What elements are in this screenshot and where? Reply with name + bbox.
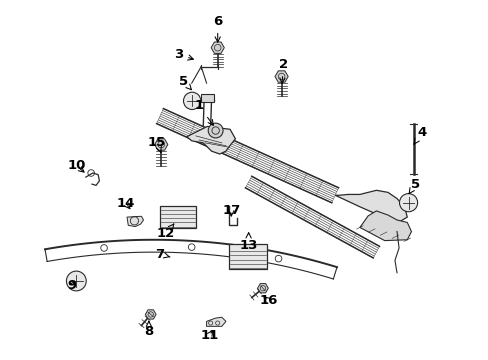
Text: 3: 3: [174, 48, 193, 61]
Polygon shape: [359, 211, 410, 240]
Circle shape: [66, 271, 86, 291]
Polygon shape: [206, 317, 225, 326]
Circle shape: [208, 123, 223, 138]
Text: 15: 15: [148, 136, 166, 152]
Polygon shape: [186, 126, 235, 154]
FancyBboxPatch shape: [228, 244, 266, 269]
Text: 6: 6: [213, 15, 222, 42]
Circle shape: [183, 92, 201, 109]
Text: 5: 5: [408, 177, 419, 194]
Polygon shape: [127, 216, 143, 226]
Text: 1: 1: [194, 99, 213, 125]
FancyBboxPatch shape: [160, 206, 196, 228]
Text: 4: 4: [413, 126, 426, 144]
Text: 2: 2: [279, 58, 287, 83]
Text: 14: 14: [116, 197, 135, 210]
Polygon shape: [154, 139, 167, 150]
Text: 7: 7: [155, 248, 170, 261]
Polygon shape: [274, 71, 287, 82]
Polygon shape: [334, 190, 407, 223]
Polygon shape: [145, 310, 156, 319]
Circle shape: [399, 194, 417, 212]
Text: 8: 8: [144, 321, 153, 338]
Text: 9: 9: [67, 279, 77, 292]
Polygon shape: [211, 42, 224, 53]
Text: 12: 12: [157, 224, 175, 240]
FancyBboxPatch shape: [201, 94, 214, 102]
Text: 11: 11: [200, 329, 218, 342]
Text: 13: 13: [239, 233, 257, 252]
Text: 16: 16: [259, 294, 277, 307]
Text: 5: 5: [179, 75, 191, 90]
Text: 17: 17: [222, 204, 240, 217]
Text: 10: 10: [67, 159, 85, 172]
Polygon shape: [257, 284, 268, 293]
